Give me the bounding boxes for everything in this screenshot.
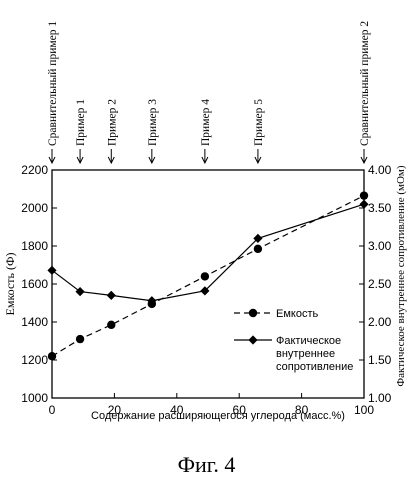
- y2-axis-label: Фактическое внутреннее сопротивление (мО…: [395, 165, 407, 386]
- data-point-diamond: [75, 287, 85, 297]
- y-tick-label: 1000: [21, 391, 48, 405]
- y-tick-label: 2200: [21, 163, 48, 177]
- legend-label: Емкость: [276, 308, 318, 320]
- x-tick-label: 20: [108, 403, 122, 417]
- top-marker-arrow-head: [76, 156, 84, 165]
- data-point-circle: [200, 272, 210, 281]
- y2-tick-label: 1.50: [368, 353, 392, 367]
- y-tick-label: 1600: [21, 277, 48, 291]
- data-point-diamond: [359, 199, 369, 209]
- top-marker-arrow-head: [360, 156, 368, 165]
- data-point-diamond: [200, 286, 210, 296]
- y-tick-label: 1800: [21, 239, 48, 253]
- y2-tick-label: 2.00: [368, 315, 392, 329]
- top-marker-label: Пример 4: [200, 99, 212, 146]
- top-marker-label: Пример 3: [147, 99, 159, 146]
- legend-label: Фактическое: [276, 335, 341, 347]
- data-point-circle: [47, 352, 57, 361]
- top-marker-label: Сравнительный пример 2: [359, 21, 371, 146]
- legend-label: сопротивление: [276, 361, 353, 373]
- x-tick-label: 60: [233, 403, 247, 417]
- top-marker-label: Пример 2: [106, 99, 118, 146]
- y-tick-label: 2000: [21, 201, 48, 215]
- data-point-diamond: [47, 265, 57, 275]
- y2-tick-label: 1.00: [368, 391, 392, 405]
- y2-tick-label: 3.50: [368, 201, 392, 215]
- figure-caption: Фиг. 4: [177, 452, 236, 477]
- y2-tick-label: 2.50: [368, 277, 392, 291]
- y-axis-label: Емкость (Ф): [3, 253, 17, 316]
- top-marker-label: Пример 1: [75, 99, 87, 146]
- legend-marker-circle: [248, 308, 258, 318]
- legend-label: внутреннее: [276, 348, 335, 360]
- x-tick-label: 40: [170, 403, 184, 417]
- y2-tick-label: 3.00: [368, 239, 392, 253]
- data-point-circle: [253, 244, 263, 254]
- legend-marker-diamond: [248, 335, 258, 345]
- top-marker-arrow-head: [254, 156, 262, 165]
- top-marker-arrow-head: [48, 156, 56, 165]
- x-tick-label: 0: [49, 403, 56, 417]
- y-tick-label: 1400: [21, 315, 48, 329]
- top-marker-arrow-head: [107, 156, 115, 165]
- data-point-circle: [359, 191, 369, 200]
- series-line: [51, 203, 365, 302]
- data-point-diamond: [253, 233, 263, 243]
- y-tick-label: 1200: [21, 353, 48, 367]
- x-tick-label: 80: [295, 403, 309, 417]
- y2-tick-label: 4.00: [368, 163, 392, 177]
- top-marker-label: Сравнительный пример 1: [47, 21, 59, 146]
- x-axis-label: Содержание расширяющегося углерода (масс…: [91, 410, 345, 422]
- data-point-circle: [107, 320, 116, 330]
- data-point-diamond: [147, 296, 157, 306]
- top-marker-arrow-head: [148, 156, 156, 165]
- data-point-diamond: [106, 290, 116, 300]
- data-point-circle: [75, 334, 85, 344]
- top-marker-arrow-head: [201, 156, 209, 165]
- top-marker-label: Пример 5: [253, 99, 265, 146]
- x-tick-label: 100: [354, 403, 374, 417]
